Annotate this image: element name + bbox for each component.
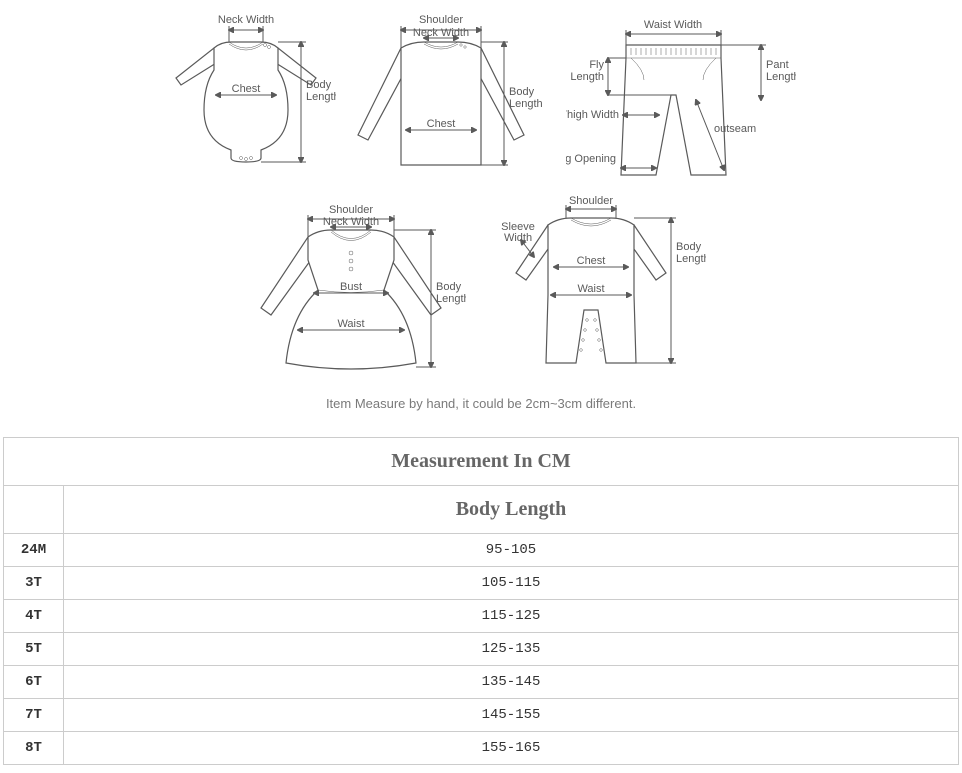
neck-width-label-2: Neck Width [413, 27, 469, 39]
table-row: 3T105-115 [4, 567, 959, 600]
bust-label: Bust [340, 281, 362, 293]
size-cell: 6T [4, 666, 64, 699]
value-cell: 135-145 [64, 666, 959, 699]
waist-width-label: Waist Width [644, 19, 702, 31]
table-row: 5T125-135 [4, 633, 959, 666]
size-cell: 5T [4, 633, 64, 666]
body-length-label-2: Length [306, 91, 336, 103]
chest-label-3: Chest [577, 255, 606, 267]
shoulder-label: Shoulder [419, 14, 463, 26]
neck-width-label: Neck Width [218, 14, 274, 26]
dress-diagram: Shoulder Neck Width Bust Waist Body Leng… [256, 195, 466, 375]
table-row: 24M95-105 [4, 534, 959, 567]
table-row: 4T115-125 [4, 600, 959, 633]
value-cell: 155-165 [64, 732, 959, 765]
fly-length-label-2: Length [570, 71, 604, 83]
body-length-label-6: Length [436, 293, 466, 305]
body-length-label-8: Length [676, 253, 706, 265]
outseam-label: outseam [714, 123, 756, 135]
table-row: 8T155-165 [4, 732, 959, 765]
size-chart-table: Measurement In CM Body Length 24M95-105 … [3, 437, 959, 765]
table-header-empty [4, 486, 64, 534]
waist-label-2: Waist [577, 283, 604, 295]
chest-label-2: Chest [427, 118, 456, 130]
pants-diagram: Waist Width Fly Length Pant Length Thigh… [566, 10, 796, 180]
body-length-label-3: Body [509, 86, 535, 98]
chest-label: Chest [232, 83, 261, 95]
pant-length-label-1: Pant [766, 59, 789, 71]
body-length-label-5: Body [436, 281, 462, 293]
thigh-width-label: Thigh Width [566, 109, 619, 121]
size-cell: 3T [4, 567, 64, 600]
size-cell: 4T [4, 600, 64, 633]
value-cell: 145-155 [64, 699, 959, 732]
value-cell: 125-135 [64, 633, 959, 666]
size-cell: 7T [4, 699, 64, 732]
size-cell: 24M [4, 534, 64, 567]
table-row: 6T135-145 [4, 666, 959, 699]
top-diagram: Shoulder Neck Width Chest Body Length [356, 10, 546, 180]
value-cell: 105-115 [64, 567, 959, 600]
shoulder-label-2: Shoulder [329, 204, 373, 216]
table-title: Measurement In CM [4, 438, 959, 486]
body-length-label-7: Body [676, 241, 702, 253]
neck-width-label-3: Neck Width [323, 216, 379, 228]
shoulder-label-3: Shoulder [569, 195, 613, 207]
fly-length-label-1: Fly [589, 59, 604, 71]
value-cell: 115-125 [64, 600, 959, 633]
diagram-row-1: Neck Width Chest Body Length [166, 10, 796, 180]
diagram-row-2: Shoulder Neck Width Bust Waist Body Leng… [256, 195, 706, 375]
body-length-label-1: Body [306, 79, 332, 91]
body-length-label-4: Length [509, 98, 543, 110]
measurement-note: Item Measure by hand, it could be 2cm~3c… [326, 396, 636, 411]
waist-label: Waist [337, 318, 364, 330]
romper-diagram: Shoulder Sleeve Width Chest Waist Body L… [486, 195, 706, 375]
bodysuit-diagram: Neck Width Chest Body Length [166, 10, 336, 180]
leg-opening-label: Leg Opening [566, 153, 616, 165]
table-row: 7T145-155 [4, 699, 959, 732]
sleeve-width-label-2: Width [504, 232, 532, 244]
table-header-body-length: Body Length [64, 486, 959, 534]
pant-length-label-2: Length [766, 71, 796, 83]
measurement-diagrams: Neck Width Chest Body Length [0, 0, 962, 437]
size-cell: 8T [4, 732, 64, 765]
value-cell: 95-105 [64, 534, 959, 567]
